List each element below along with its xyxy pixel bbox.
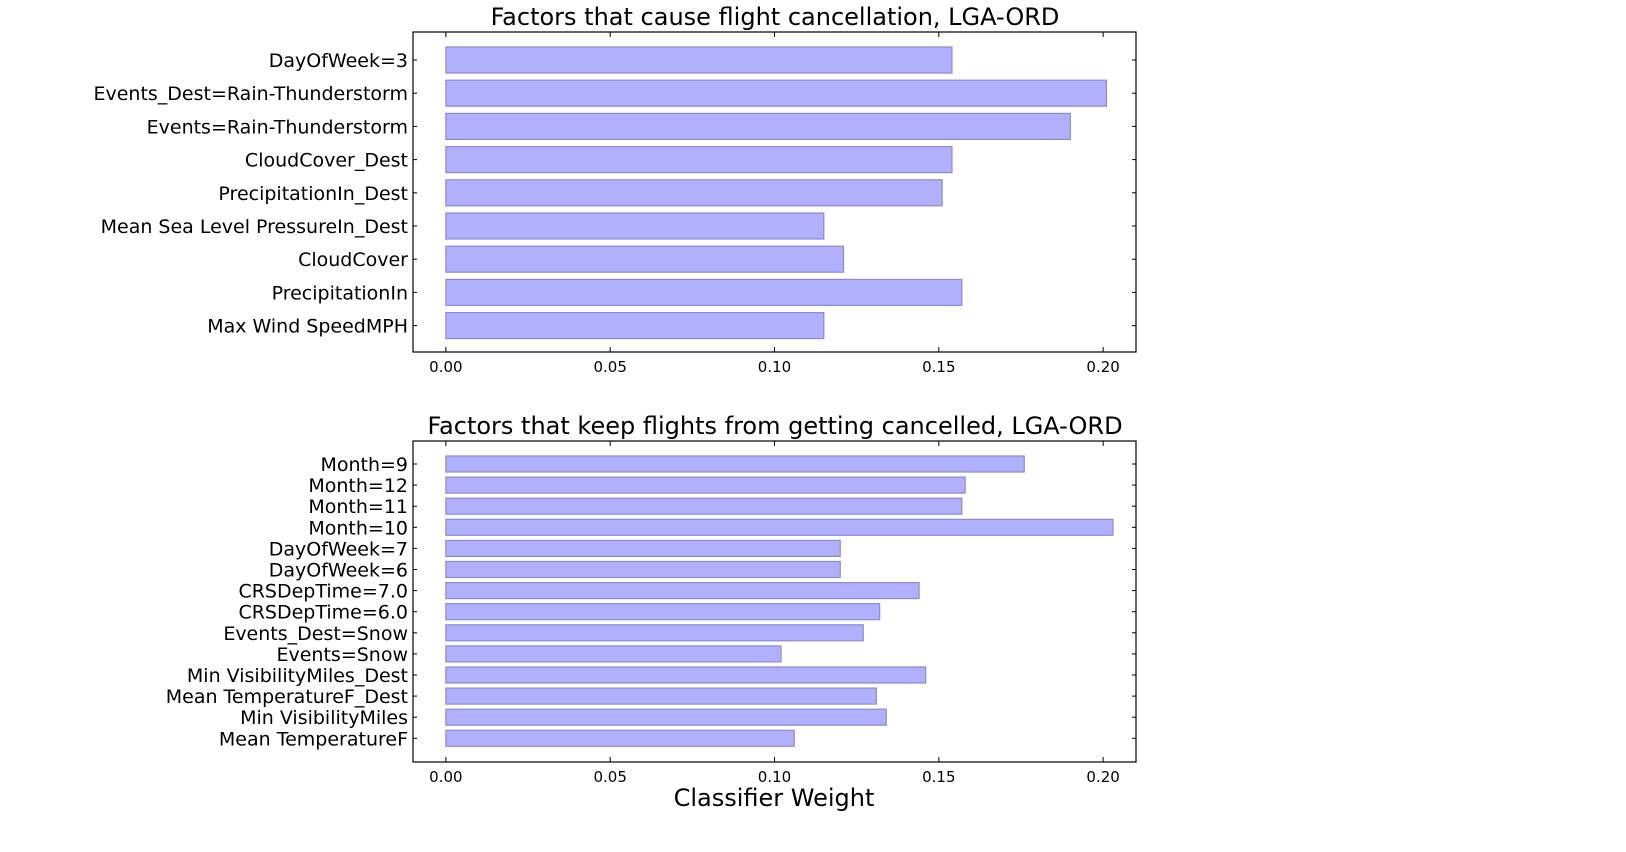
- bar: [445, 46, 953, 74]
- plot-frame: [412, 31, 1137, 353]
- category-label: Min VisibilityMiles_Dest: [187, 665, 408, 687]
- chart-title: Factors that cause flight cancellation, …: [491, 3, 1060, 31]
- bar: [445, 603, 881, 621]
- bar: [445, 645, 782, 663]
- bar: [445, 687, 877, 705]
- category-label: Events=Snow: [276, 644, 408, 666]
- x-axis-label: Classifier Weight: [674, 784, 875, 812]
- category-label: CRSDepTime=6.0: [238, 602, 408, 624]
- plot-frame: [412, 440, 1137, 763]
- bar: [445, 146, 953, 174]
- bar: [445, 455, 1025, 473]
- category-label: Mean Sea Level PressureIn_Dest: [101, 216, 408, 238]
- bar: [445, 518, 1114, 536]
- chart-title: Factors that keep flights from getting c…: [427, 412, 1122, 440]
- chart-keep-factors: Factors that keep flights from getting c…: [166, 412, 1137, 786]
- bar: [445, 312, 825, 340]
- category-labels: DayOfWeek=3 Events_Dest=Rain-Thunderstorm…: [93, 50, 408, 338]
- category-label: DayOfWeek=7: [269, 538, 408, 560]
- bar: [445, 497, 963, 515]
- bar: [445, 539, 841, 558]
- category-label: Month=9: [320, 454, 408, 476]
- category-label: DayOfWeek=6: [269, 560, 408, 582]
- bar: [445, 708, 887, 726]
- bars: [445, 455, 1114, 747]
- bar: [445, 212, 825, 240]
- bar: [445, 581, 920, 600]
- x-tick-label: 0.05: [593, 358, 626, 376]
- x-tick-label: 0.10: [758, 358, 791, 376]
- category-label: PrecipitationIn_Dest: [218, 183, 408, 205]
- bar: [445, 179, 943, 207]
- bar: [445, 278, 963, 306]
- category-label: Mean TemperatureF: [219, 728, 408, 750]
- x-tick-label: 0.00: [429, 358, 462, 376]
- bar: [445, 112, 1071, 141]
- bar: [445, 79, 1108, 107]
- bar: [445, 666, 927, 684]
- category-label: Month=10: [308, 517, 408, 539]
- category-label: Events=Rain-Thunderstorm: [147, 116, 408, 138]
- category-label: CloudCover: [298, 249, 408, 271]
- x-tick-label: 0.05: [593, 768, 626, 786]
- x-axis-ticks: 0.00 0.05 0.10 0.15 0.20: [413, 32, 1136, 376]
- category-label: Min VisibilityMiles: [240, 707, 408, 729]
- category-label: DayOfWeek=3: [269, 50, 408, 72]
- x-tick-label: 0.15: [922, 768, 955, 786]
- x-tick-label: 0.15: [922, 358, 955, 376]
- x-tick-label: 0.20: [1086, 768, 1119, 786]
- category-labels: Month=9Month=12Month=11Month=10DayOfWeek…: [166, 454, 408, 750]
- bar: [445, 560, 841, 579]
- bar: [445, 624, 864, 642]
- category-label: CRSDepTime=7.0: [238, 581, 408, 603]
- category-label: Max Wind SpeedMPH: [207, 316, 408, 338]
- category-label: CloudCover_Dest: [245, 150, 408, 172]
- category-label: Mean TemperatureF_Dest: [166, 686, 408, 708]
- category-label: Events_Dest=Rain-Thunderstorm: [93, 83, 408, 105]
- bar: [445, 476, 966, 494]
- bar: [445, 729, 795, 747]
- category-label: Events_Dest=Snow: [223, 623, 408, 645]
- x-tick-label: 0.10: [758, 768, 791, 786]
- chart-cancellation-factors: Factors that cause flight cancellation, …: [93, 3, 1137, 376]
- category-label: Month=11: [308, 496, 408, 518]
- x-tick-label: 0.00: [429, 768, 462, 786]
- category-label: Month=12: [308, 475, 408, 497]
- bars: [445, 46, 1108, 340]
- x-tick-label: 0.20: [1086, 358, 1119, 376]
- x-axis-ticks: 0.00 0.05 0.10 0.15 0.20: [413, 441, 1136, 786]
- category-label: PrecipitationIn: [272, 282, 408, 304]
- bar: [445, 245, 845, 273]
